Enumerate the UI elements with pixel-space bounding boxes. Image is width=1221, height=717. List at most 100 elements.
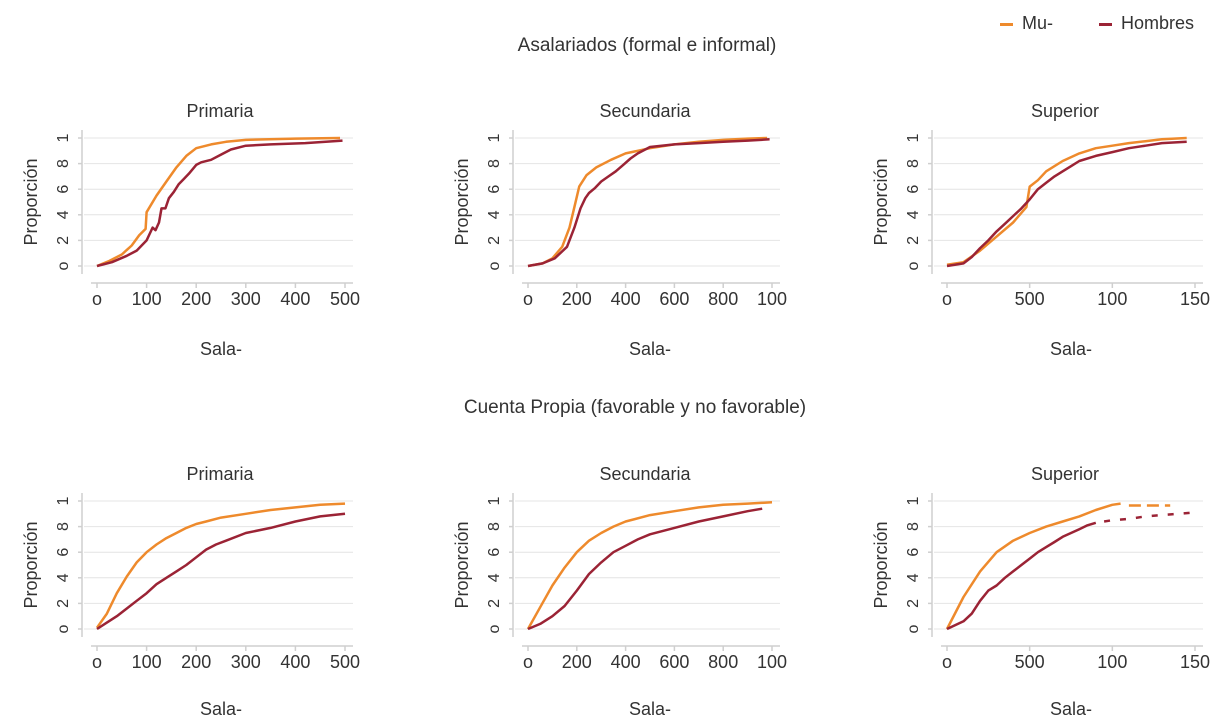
chart-2-ytick-label: 4 [486, 210, 503, 219]
chart-4-ytick-label: 8 [55, 522, 72, 531]
chart-1-xtick-label: 400 [280, 289, 310, 309]
chart-6-ytick-label: 6 [905, 548, 922, 557]
chart-5-xtick-label: 200 [562, 652, 592, 672]
chart-2-ytick-label: 1 [486, 133, 503, 142]
chart-3-xtick-label: o [942, 289, 952, 309]
chart-1-ytick-label: 2 [55, 236, 72, 245]
chart-1-ytick-label: 1 [55, 133, 72, 142]
chart-6-xtick-label: 150 [1180, 652, 1210, 672]
chart-2-series-hombres-line [527, 138, 770, 268]
chart-4-ytick-label: 6 [55, 548, 72, 557]
chart-5-ytick-label: 2 [486, 599, 503, 608]
chart-2-xtick-label: 400 [611, 289, 641, 309]
chart-5-xtick-label: o [523, 652, 533, 672]
chart-5-xtick-label: 100 [757, 652, 787, 672]
chart-6-xtick-label: 500 [1015, 652, 1045, 672]
chart-4-ytick-label: 4 [55, 573, 72, 582]
chart-3-ytick-label: o [905, 261, 922, 270]
chart-6-ylabel: Proporción [871, 521, 891, 608]
chart-3-xtick-label: 150 [1180, 289, 1210, 309]
chart-6-ytick-label: 8 [905, 522, 922, 531]
chart-2-xtick-label: 600 [659, 289, 689, 309]
chart-6-title: Superior [1031, 464, 1099, 484]
chart-2-ytick-label: o [486, 261, 503, 270]
chart-2-xtick-label: 200 [562, 289, 592, 309]
legend-swatch-hombres [1099, 22, 1112, 26]
chart-2-xtick-label: 100 [757, 289, 787, 309]
legend-label-mujeres: Mu- [1022, 13, 1053, 33]
chart-6-series-mujeres-line [945, 502, 1121, 630]
legend-item-mujeres: Mu- [1000, 13, 1053, 34]
section-title-cuenta-propia: Cuenta Propia (favorable y no favorable) [464, 397, 806, 418]
chart-1-xlabel: Sala- [200, 339, 242, 359]
chart-1-xtick-label: 500 [330, 289, 360, 309]
chart-3-xlabel: Sala- [1050, 339, 1092, 359]
chart-5-title: Secundaria [599, 464, 691, 484]
chart-4-xtick-label: 300 [231, 652, 261, 672]
chart-4-title: Primaria [186, 464, 254, 484]
chart-3-ytick-label: 4 [905, 210, 922, 219]
chart-2-xlabel: Sala- [629, 339, 671, 359]
chart-4-ytick-label: 2 [55, 599, 72, 608]
chart-6-ytick-label: 2 [905, 599, 922, 608]
chart-2-xtick-label: o [523, 289, 533, 309]
chart-6-xtick-label: 100 [1097, 652, 1127, 672]
chart-5-xtick-label: 400 [611, 652, 641, 672]
chart-1-ytick-label: 4 [55, 210, 72, 219]
chart-5-series-mujeres-line [526, 501, 773, 630]
chart-3-xtick-label: 100 [1097, 289, 1127, 309]
chart-4-ytick-label: o [55, 624, 72, 633]
chart-6-series-hombres-tail [1103, 511, 1196, 523]
chart-4-xtick-label: 400 [280, 652, 310, 672]
chart-1-ylabel: Proporción [21, 158, 41, 245]
chart-6-ytick-label: o [905, 624, 922, 633]
chart-2-series-mujeres-line [527, 136, 768, 268]
chart-4-xtick-label: o [92, 652, 102, 672]
chart-2-ytick-label: 6 [486, 185, 503, 194]
chart-3-ytick-label: 1 [905, 133, 922, 142]
chart-1-xtick-label: 100 [132, 289, 162, 309]
chart-2-ylabel: Proporción [452, 158, 472, 245]
chart-5-ytick-label: 8 [486, 522, 503, 531]
chart-4-series-mujeres-line [95, 502, 346, 629]
chart-1-xtick-label: 200 [181, 289, 211, 309]
chart-2-ytick-label: 2 [486, 236, 503, 245]
legend-label-hombres: Hombres [1121, 13, 1195, 33]
chart-4-xtick-label: 500 [330, 652, 360, 672]
chart-5-ytick-label: 1 [486, 496, 503, 505]
chart-1-title: Primaria [186, 101, 254, 121]
chart-3-ytick-label: 2 [905, 236, 922, 245]
chart-5-xlabel: Sala- [629, 699, 671, 717]
chart-2-xtick-label: 800 [708, 289, 738, 309]
chart-3-ytick-label: 8 [905, 159, 922, 168]
chart-1-series-mujeres-line [96, 136, 341, 268]
chart-1-ytick-label: 8 [55, 159, 72, 168]
chart-4-ylabel: Proporción [21, 521, 41, 608]
chart-1-series-hombres-line [96, 139, 343, 268]
chart-3-ytick-label: 6 [905, 185, 922, 194]
chart-6-ytick-label: 4 [905, 573, 922, 582]
chart-6-xtick-label: o [942, 652, 952, 672]
chart-3-title: Superior [1031, 101, 1099, 121]
chart-2-ytick-label: 8 [486, 159, 503, 168]
chart-4-xlabel: Sala- [200, 699, 242, 717]
chart-6-series-hombres-line [946, 521, 1097, 631]
legend-item-hombres: Hombres [1099, 13, 1194, 34]
chart-1-xtick-label: 300 [231, 289, 261, 309]
chart-5-series-hombres-line [527, 507, 763, 631]
chart-5-xtick-label: 600 [659, 652, 689, 672]
chart-1-ytick-label: o [55, 261, 72, 270]
legend-swatch-mujeres [1000, 22, 1013, 26]
chart-3-series-hombres-line [946, 140, 1187, 268]
chart-3-series-mujeres-line [946, 136, 1187, 266]
chart-1-ytick-label: 6 [55, 185, 72, 194]
chart-5-xtick-label: 800 [708, 652, 738, 672]
chart-5-ytick-label: o [486, 624, 503, 633]
chart-4-xtick-label: 100 [132, 652, 162, 672]
chart-3-xtick-label: 500 [1015, 289, 1045, 309]
chart-3-ylabel: Proporción [871, 158, 891, 245]
chart-6-ytick-label: 1 [905, 496, 922, 505]
chart-6-xlabel: Sala- [1050, 699, 1092, 717]
section-title-asalariados: Asalariados (formal e informal) [518, 35, 777, 56]
